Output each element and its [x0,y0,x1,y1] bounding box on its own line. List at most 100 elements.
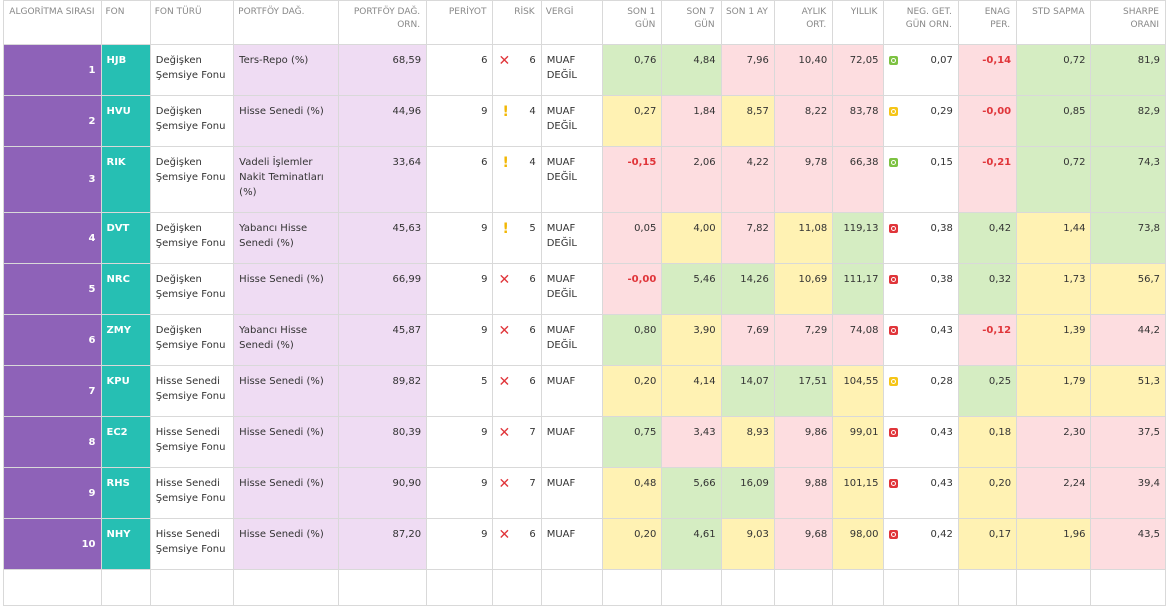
period: 6 [426,146,494,213]
warning-icon: ! [502,220,509,237]
header-fund[interactable]: FON [100,0,151,45]
tax-status: MUAF [540,365,604,417]
neg-days-value: 0,38 [930,223,953,234]
header-yearly[interactable]: YILLIK [832,0,885,45]
header-inflation[interactable]: ENAG PER. [957,0,1018,45]
header-sharpe[interactable]: SHARPE ORANI [1090,0,1166,45]
status-dot-icon [889,275,899,284]
table-row[interactable]: 10 NHY Hisse Senedi Şemsiye Fonu Hisse S… [3,518,1166,570]
monthly-avg: 9,86 [773,416,834,468]
yearly-return: 119,13 [832,212,885,264]
header-day7[interactable]: SON 7 GÜN [661,0,722,45]
header-std[interactable]: STD SAPMA [1016,0,1092,45]
header-fund-type[interactable]: FON TÜRÜ [149,0,235,45]
neg-days-cell: 0,38 [883,263,959,315]
rank-cell: 9 [3,467,102,519]
header-neg-days[interactable]: NEG. GET. GÜN ORN. [883,0,959,45]
table-row[interactable]: 9 RHS Hisse Senedi Şemsiye Fonu Hisse Se… [3,467,1166,519]
status-dot-icon [889,530,899,539]
tax-status: MUAF DEĞİL [540,95,604,147]
yearly-return: 74,08 [832,314,885,366]
period: 9 [426,263,494,315]
return-day7: 4,00 [661,212,722,264]
header-risk[interactable]: RİSK [492,0,542,45]
rank-cell: 1 [3,44,102,96]
inflation-perf: -0,21 [957,146,1018,213]
yearly-return: 111,17 [832,263,885,315]
monthly-avg: 9,78 [773,146,834,213]
table-row[interactable]: 6 ZMY Değişken Şemsiye Fonu Yabancı Hiss… [3,314,1166,366]
neg-days-cell: 0,28 [883,365,959,417]
tax-status: MUAF [540,518,604,570]
risk-cell: ! 4 [492,95,542,147]
table-row[interactable]: 2 HVU Değişken Şemsiye Fonu Hisse Senedi… [3,95,1166,147]
inflation-perf: -0,12 [957,314,1018,366]
tax-status: MUAF DEĞİL [540,146,604,213]
header-monthly-avg[interactable]: AYLIK ORT. [773,0,834,45]
neg-days-value: 0,43 [930,325,953,336]
portfolio-dist: Hisse Senedi (%) [233,365,339,417]
portfolio-dist: Yabancı Hisse Senedi (%) [233,212,339,264]
fund-code[interactable]: KPU [100,365,151,417]
header-portfolio[interactable]: PORTFÖY DAĞ. [233,0,339,45]
portfolio-ratio: 44,96 [337,95,428,147]
risk-cell: ✕ 6 [492,263,542,315]
fund-code[interactable]: HJB [100,44,151,96]
rank-cell: 7 [3,365,102,417]
monthly-avg: 17,51 [773,365,834,417]
risk-value: 6 [529,55,536,66]
neg-days-value: 0,28 [930,376,953,387]
risk-cell: ✕ 6 [492,314,542,366]
portfolio-ratio: 33,64 [337,146,428,213]
sharpe-ratio: 82,9 [1090,95,1166,147]
fund-code[interactable]: HVU [100,95,151,147]
table-row[interactable]: 8 EC2 Hisse Senedi Şemsiye Fonu Hisse Se… [3,416,1166,468]
fund-code[interactable]: EC2 [100,416,151,468]
fund-code[interactable]: DVT [100,212,151,264]
header-portfolio-ratio[interactable]: PORTFÖY DAĞ. ORN. [337,0,428,45]
empty-cell [337,569,428,606]
table-row[interactable]: 1 HJB Değişken Şemsiye Fonu Ters-Repo (%… [3,44,1166,96]
header-day1[interactable]: SON 1 GÜN [602,0,663,45]
table-row[interactable]: 7 KPU Hisse Senedi Şemsiye Fonu Hisse Se… [3,365,1166,417]
header-tax[interactable]: VERGİ [540,0,604,45]
portfolio-dist: Yabancı Hisse Senedi (%) [233,314,339,366]
risk-cell: ✕ 6 [492,365,542,417]
header-rank[interactable]: ALGORİTMA SIRASI [3,0,102,45]
neg-days-cell: 0,42 [883,518,959,570]
std-dev: 1,73 [1016,263,1092,315]
monthly-avg: 10,40 [773,44,834,96]
yearly-return: 98,00 [832,518,885,570]
portfolio-dist: Hisse Senedi (%) [233,95,339,147]
fund-code[interactable]: NRC [100,263,151,315]
table-row[interactable]: 3 RIK Değişken Şemsiye Fonu Vadeli İşlem… [3,146,1166,213]
period: 9 [426,314,494,366]
portfolio-dist: Hisse Senedi (%) [233,467,339,519]
header-period[interactable]: PERİYOT [426,0,494,45]
sharpe-ratio: 43,5 [1090,518,1166,570]
fund-code[interactable]: ZMY [100,314,151,366]
return-day7: 4,14 [661,365,722,417]
fund-code[interactable]: NHY [100,518,151,570]
return-day7: 1,84 [661,95,722,147]
return-day1: -0,00 [602,263,663,315]
return-day7: 3,90 [661,314,722,366]
return-month1: 9,03 [720,518,775,570]
monthly-avg: 8,22 [773,95,834,147]
return-day1: 0,75 [602,416,663,468]
table-row[interactable]: 5 NRC Değişken Şemsiye Fonu Hisse Senedi… [3,263,1166,315]
header-month1[interactable]: SON 1 AY [720,0,775,45]
rank-cell: 6 [3,314,102,366]
empty-cell [883,569,959,606]
empty-cell [1016,569,1092,606]
risk-value: 6 [529,529,536,540]
status-dot-icon [889,428,899,437]
risk-value: 5 [529,223,536,234]
period: 9 [426,467,494,519]
return-day7: 5,46 [661,263,722,315]
portfolio-dist: Ters-Repo (%) [233,44,339,96]
sharpe-ratio: 81,9 [1090,44,1166,96]
fund-code[interactable]: RHS [100,467,151,519]
table-row[interactable]: 4 DVT Değişken Şemsiye Fonu Yabancı Hiss… [3,212,1166,264]
fund-code[interactable]: RIK [100,146,151,213]
